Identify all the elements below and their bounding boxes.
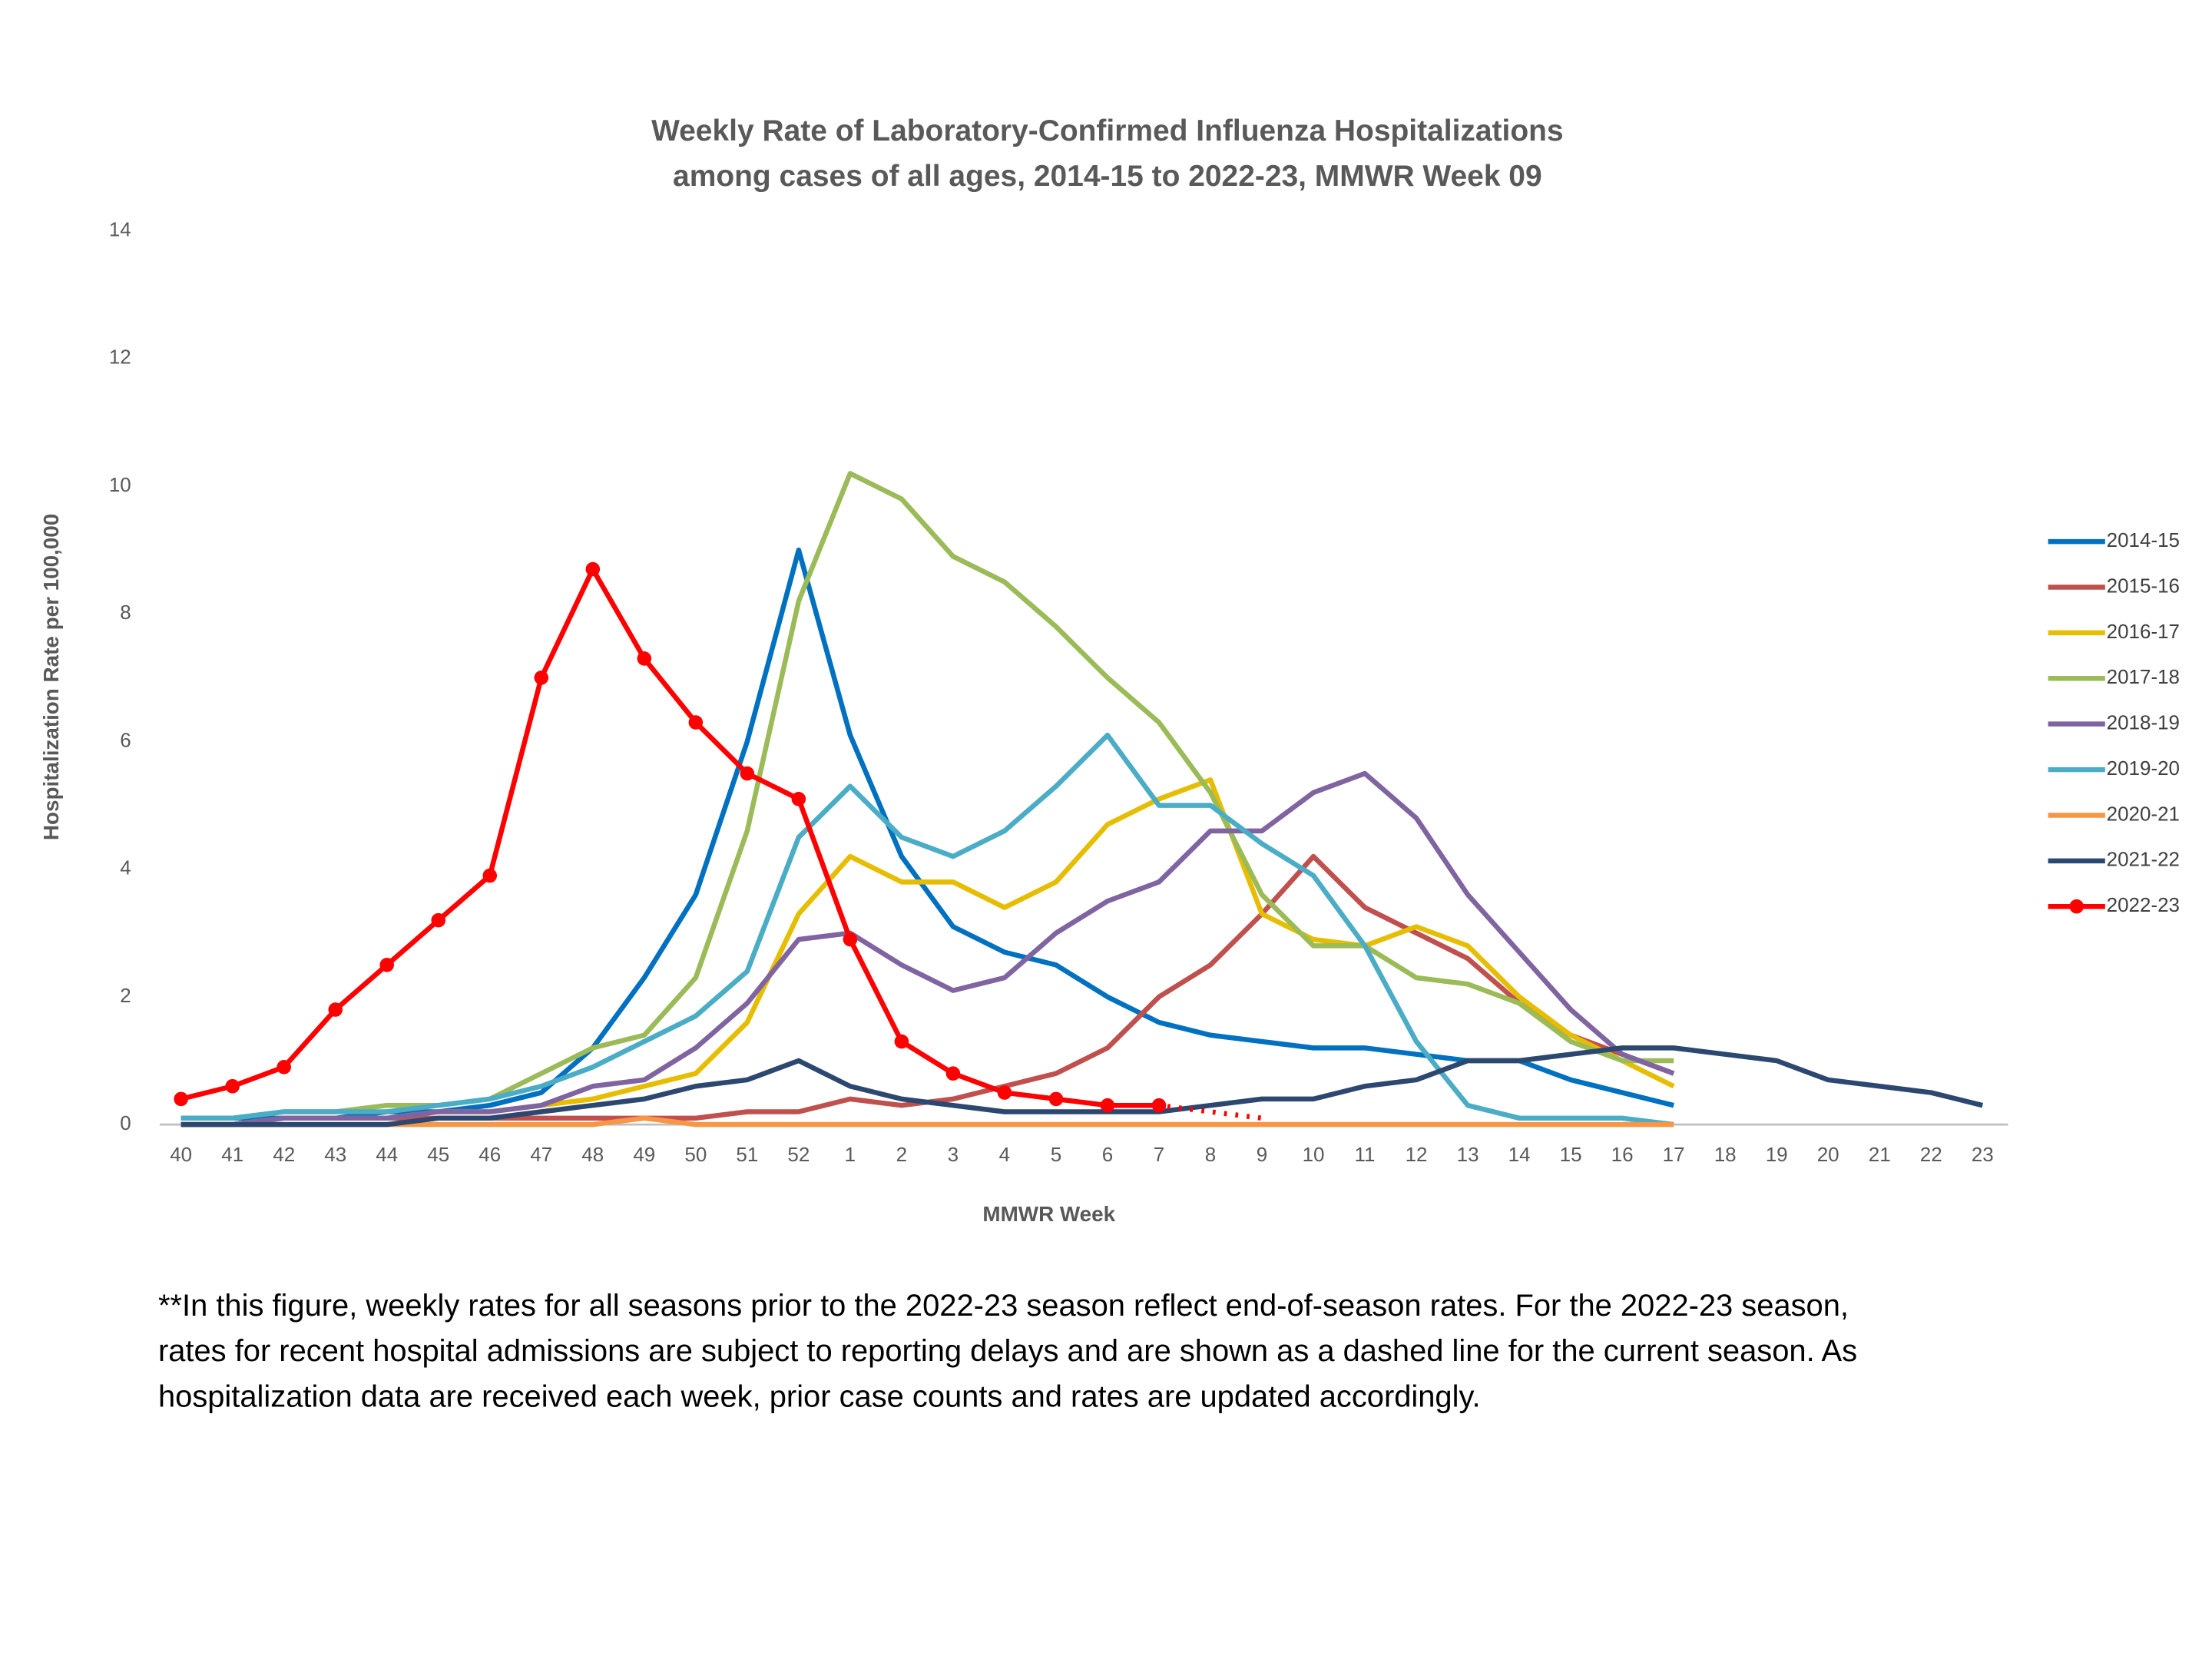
x-tick-label: 23 xyxy=(1972,1143,1994,1166)
legend-label: 2020-21 xyxy=(2107,802,2180,825)
legend-label: 2014-15 xyxy=(2107,528,2180,551)
legend-label: 2019-20 xyxy=(2107,757,2180,780)
x-tick-label: 3 xyxy=(948,1143,959,1166)
footnote-line: hospitalization data are received each w… xyxy=(158,1380,1481,1414)
x-axis-label: MMWR Week xyxy=(982,1202,1115,1226)
legend-label: 2015-16 xyxy=(2107,574,2180,597)
data-point xyxy=(431,912,446,928)
y-tick-label: 12 xyxy=(109,346,131,369)
x-tick-label: 52 xyxy=(787,1143,810,1166)
x-tick-label: 17 xyxy=(1663,1143,1685,1166)
data-point xyxy=(945,1066,961,1081)
x-tick-label: 2 xyxy=(896,1143,907,1166)
data-point xyxy=(997,1085,1012,1100)
x-tick-label: 44 xyxy=(376,1143,398,1166)
data-point xyxy=(225,1078,240,1094)
x-tick-label: 7 xyxy=(1154,1143,1164,1166)
x-tick-label: 20 xyxy=(1817,1143,1839,1166)
y-tick-label: 10 xyxy=(109,473,131,496)
data-point xyxy=(482,868,498,883)
legend-label: 2017-18 xyxy=(2107,665,2180,688)
data-point xyxy=(894,1034,909,1049)
x-tick-label: 19 xyxy=(1766,1143,1788,1166)
x-tick-label: 47 xyxy=(530,1143,552,1166)
legend-label: 2022-23 xyxy=(2107,893,2180,916)
x-tick-label: 15 xyxy=(1560,1143,1582,1166)
series-line xyxy=(180,566,1263,1121)
x-tick-label: 13 xyxy=(1457,1143,1479,1166)
y-tick-label: 14 xyxy=(109,217,131,240)
y-tick-label: 8 xyxy=(120,601,131,624)
x-tick-label: 42 xyxy=(273,1143,295,1166)
x-tick-label: 12 xyxy=(1406,1143,1428,1166)
x-tick-label: 50 xyxy=(684,1143,707,1166)
series-line xyxy=(180,547,1674,1121)
y-tick-label: 4 xyxy=(120,856,131,879)
data-point xyxy=(637,651,652,666)
x-tick-label: 45 xyxy=(427,1143,449,1166)
x-tick-label: 4 xyxy=(999,1143,1010,1166)
footnote-line: rates for recent hospital admissions are… xyxy=(158,1334,1857,1368)
x-tick-label: 16 xyxy=(1611,1143,1634,1166)
x-tick-label: 1 xyxy=(845,1143,856,1166)
data-point xyxy=(328,1002,343,1017)
x-tick-label: 48 xyxy=(581,1143,604,1166)
series-line xyxy=(180,471,1674,1121)
x-tick-label: 21 xyxy=(1869,1143,1891,1166)
legend-marker xyxy=(2069,899,2084,914)
chart-subtitle: among cases of all ages, 2014-15 to 2022… xyxy=(673,160,1542,193)
data-point xyxy=(585,561,601,577)
x-tick-label: 14 xyxy=(1508,1143,1531,1166)
x-tick-label: 8 xyxy=(1205,1143,1216,1166)
series-line xyxy=(180,770,1675,1128)
x-tick-label: 43 xyxy=(324,1143,346,1166)
chart-title: Weekly Rate of Laboratory-Confirmed Infl… xyxy=(651,114,1564,147)
data-point xyxy=(276,1060,291,1075)
x-tick-label: 40 xyxy=(170,1143,192,1166)
data-point xyxy=(1100,1098,1115,1113)
x-tick-label: 22 xyxy=(1920,1143,1942,1166)
y-tick-label: 6 xyxy=(120,728,131,751)
x-tick-label: 41 xyxy=(221,1143,243,1166)
data-point xyxy=(1151,1098,1167,1113)
data-point xyxy=(843,932,858,947)
x-tick-label: 18 xyxy=(1714,1143,1737,1166)
x-tick-label: 10 xyxy=(1303,1143,1325,1166)
footnote-line: **In this figure, weekly rates for all s… xyxy=(158,1289,1849,1323)
series-line xyxy=(180,1115,1674,1128)
y-axis-label: Hospitalization Rate per 100,000 xyxy=(39,514,63,840)
legend-label: 2018-19 xyxy=(2107,711,2180,734)
x-tick-label: 46 xyxy=(478,1143,501,1166)
series-line xyxy=(180,732,1674,1128)
y-tick-label: 2 xyxy=(120,984,131,1007)
data-point xyxy=(534,671,549,685)
legend-label: 2016-17 xyxy=(2107,620,2180,643)
data-point xyxy=(791,791,806,806)
x-tick-label: 51 xyxy=(736,1143,758,1166)
data-point xyxy=(688,715,704,730)
data-point xyxy=(1048,1091,1064,1107)
series-line xyxy=(180,1045,1984,1128)
y-tick-label: 0 xyxy=(120,1111,131,1134)
data-point xyxy=(174,1091,188,1107)
x-tick-label: 11 xyxy=(1355,1143,1376,1166)
x-tick-label: 9 xyxy=(1257,1143,1267,1166)
x-tick-label: 6 xyxy=(1102,1143,1113,1166)
data-point xyxy=(379,958,395,972)
x-tick-label: 5 xyxy=(1051,1143,1061,1166)
legend-label: 2021-22 xyxy=(2107,848,2180,871)
data-point xyxy=(740,766,755,781)
x-tick-label: 49 xyxy=(633,1143,655,1166)
